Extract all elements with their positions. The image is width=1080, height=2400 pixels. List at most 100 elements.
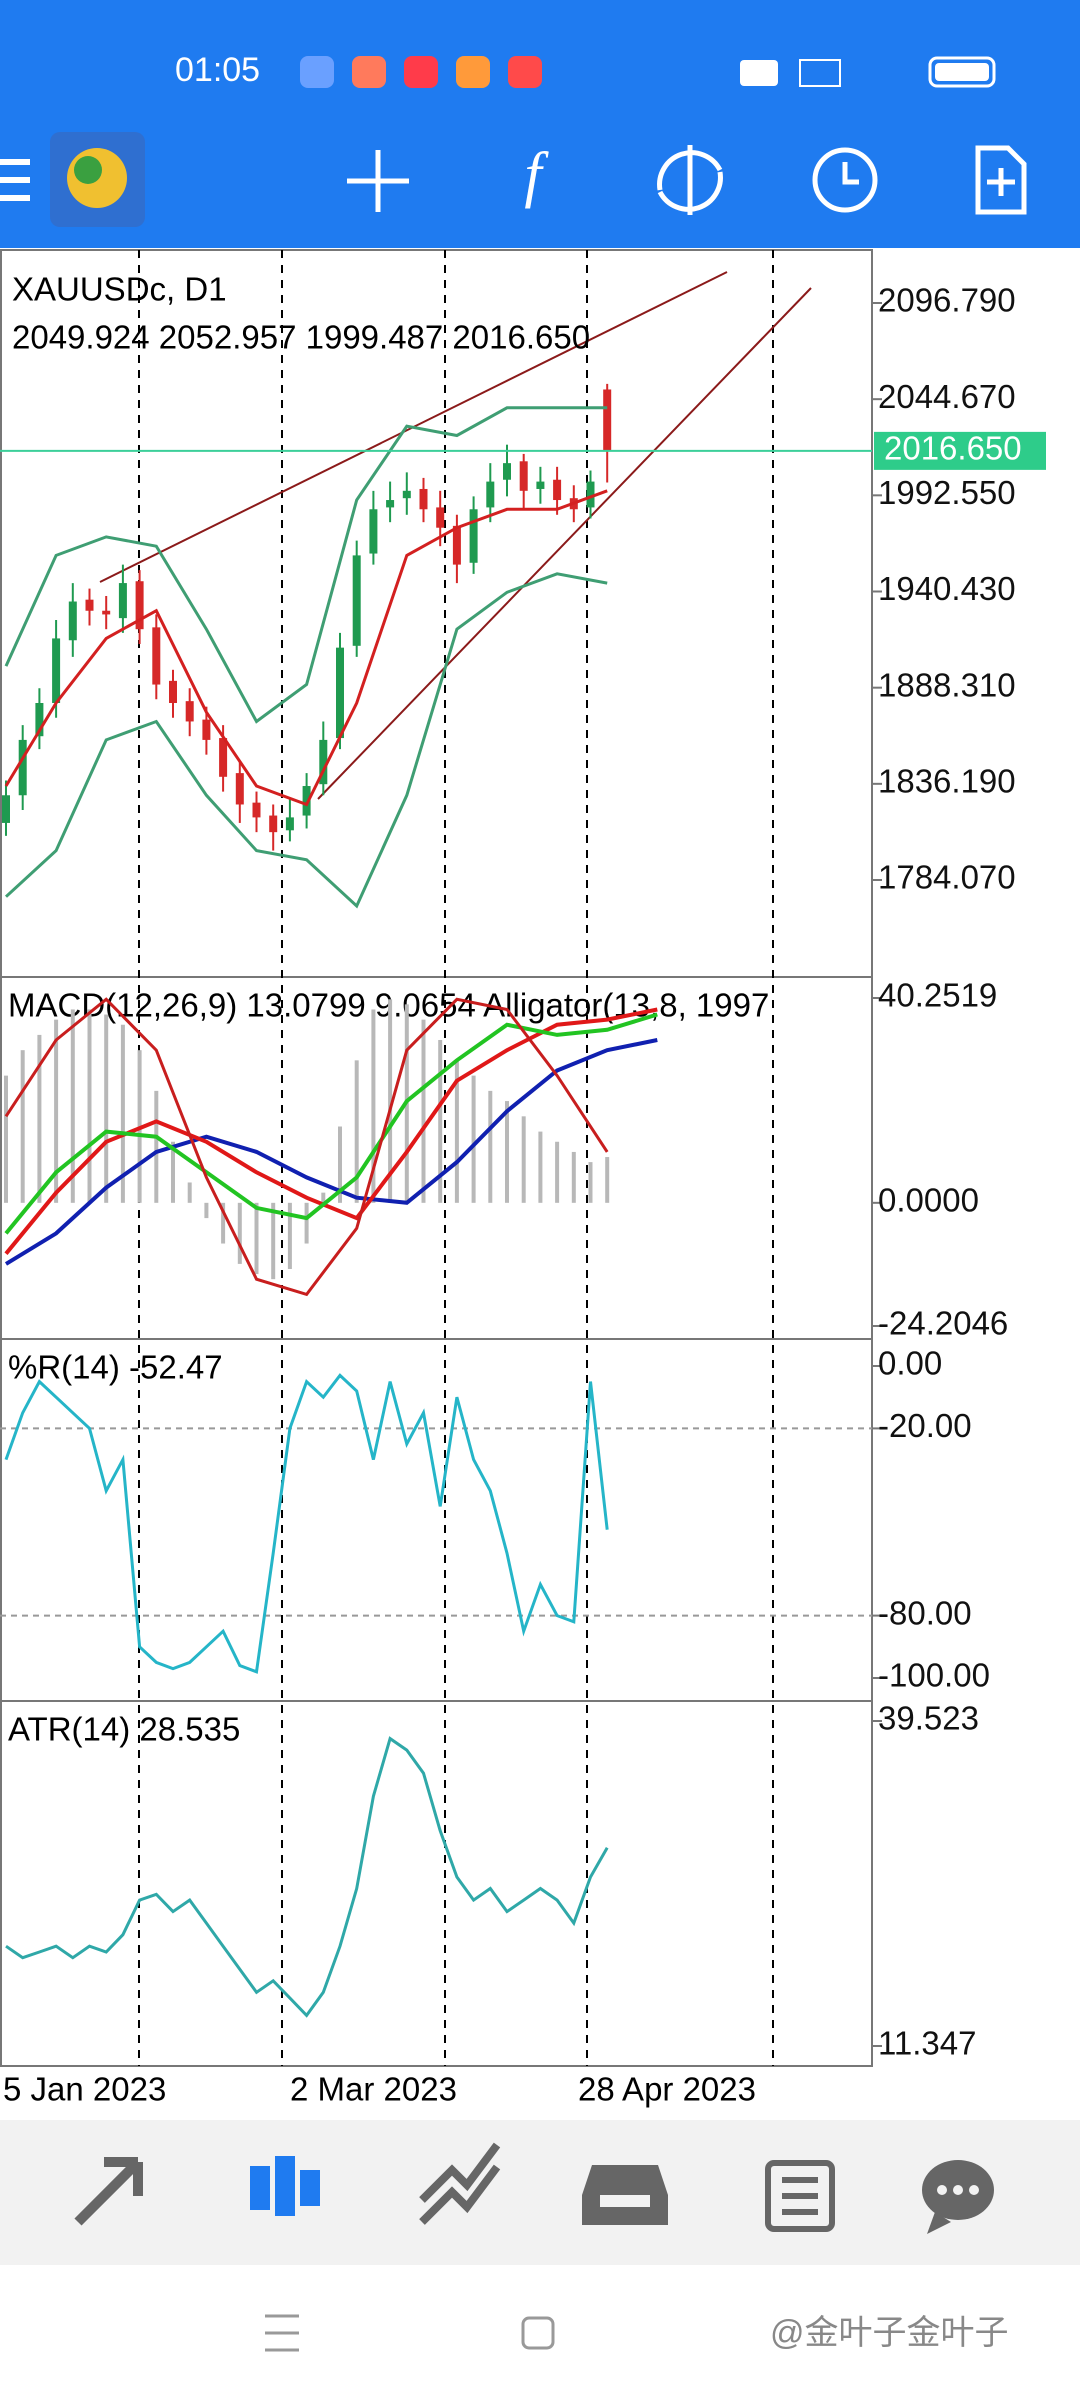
candle-body	[419, 488, 428, 510]
macd-bar	[471, 1075, 476, 1203]
wpr-line	[4, 1373, 609, 1674]
current-price-label: 2016.650	[884, 430, 1022, 467]
macd-bar	[555, 1141, 560, 1203]
candle-body	[302, 786, 311, 816]
macd-signal	[4, 997, 609, 1297]
candle-body	[269, 815, 278, 833]
candle-body	[519, 461, 528, 491]
menu-button[interactable]	[0, 159, 30, 201]
macd-bar	[70, 1009, 75, 1203]
macd-bar	[421, 1019, 426, 1203]
current-price-box	[874, 431, 1046, 470]
macd-bar	[538, 1131, 543, 1203]
candle-body	[135, 581, 144, 630]
status-icons	[300, 56, 996, 88]
candle-body	[436, 507, 445, 528]
macd-bar	[237, 1202, 242, 1264]
period-button[interactable]	[812, 147, 878, 213]
candle-body	[336, 647, 344, 739]
macd-bar	[321, 1192, 326, 1203]
y-tick-label: 1940.430	[878, 570, 1016, 607]
band-line	[4, 406, 608, 724]
symbol-label: XAUUSDc, D1	[12, 271, 227, 308]
menu-key[interactable]	[265, 2314, 299, 2352]
candle-body	[386, 500, 395, 508]
macd-bar	[454, 1060, 459, 1203]
y-tick-label: -100.00	[878, 1657, 990, 1694]
toolbar: f	[0, 132, 1027, 227]
band-line	[4, 572, 608, 909]
candle-body	[369, 509, 378, 554]
y-tick-label: 40.2519	[878, 977, 997, 1014]
macd-bar	[104, 1014, 109, 1203]
watermark: @金叶子金叶子	[770, 2314, 1009, 2352]
candle-body	[118, 583, 127, 619]
date-label: 2 Mar 2023	[290, 2071, 457, 2108]
y-tick-label: 1992.550	[878, 474, 1016, 511]
candle-body	[469, 509, 478, 563]
macd-bar	[521, 1116, 526, 1203]
macd-bar	[54, 1019, 59, 1203]
macd-bar	[4, 1075, 8, 1203]
history-tab[interactable]	[582, 2165, 668, 2225]
macd-bar	[287, 1202, 292, 1269]
template-button[interactable]	[975, 145, 1027, 215]
macd-bar	[154, 1090, 159, 1203]
candle-body	[235, 773, 244, 805]
y-tick-label: 1784.070	[878, 859, 1016, 896]
candle-body	[586, 481, 595, 508]
macd-bar	[204, 1202, 209, 1219]
candle-body	[553, 479, 562, 501]
bottom-nav	[0, 2120, 1080, 2265]
quotes-tab[interactable]	[74, 2157, 143, 2226]
macd-bar	[221, 1202, 226, 1244]
system-nav	[265, 2314, 555, 2352]
macd-bar	[338, 1126, 342, 1203]
y-tick-label: 11.347	[878, 2025, 976, 2062]
candle-body	[603, 389, 612, 451]
candle-body	[202, 719, 211, 740]
atr-label: ATR(14) 28.535	[8, 1711, 240, 1748]
y-tick-label: 1836.190	[878, 763, 1016, 800]
crosshair-button[interactable]	[347, 150, 409, 212]
candle-body	[152, 627, 161, 685]
candle-body	[486, 481, 495, 508]
candle-body	[169, 680, 177, 703]
macd-bar	[571, 1151, 576, 1203]
home-key[interactable]	[521, 2316, 555, 2350]
alligator-line	[4, 1012, 658, 1235]
y-tick-label: 0.0000	[878, 1182, 979, 1219]
macd-bar	[20, 1050, 25, 1203]
chat-tab[interactable]	[922, 2160, 994, 2234]
candle-body	[102, 610, 111, 615]
macd-bar	[438, 1039, 443, 1203]
y-tick-label: 39.523	[878, 1700, 979, 1737]
trade-button[interactable]	[657, 145, 723, 215]
candle-body	[219, 738, 228, 777]
candle-body	[285, 817, 294, 831]
chart-area	[0, 249, 873, 2067]
atr-line	[5, 1736, 609, 2018]
alligator-line	[4, 1007, 658, 1255]
ohlc-label: 2049.924 2052.957 1999.487 2016.650	[12, 319, 590, 356]
alligator-line	[4, 1038, 658, 1266]
candle-body	[185, 701, 194, 722]
candle-body	[2, 795, 10, 823]
trade-tab[interactable]	[419, 2142, 501, 2225]
y-tick-label: 1888.310	[878, 666, 1016, 703]
macd-bar	[354, 1060, 359, 1203]
news-tab[interactable]	[765, 2160, 835, 2232]
candle-body	[52, 638, 61, 703]
macd-bar	[488, 1090, 493, 1203]
band-line	[4, 489, 608, 807]
chart-tab[interactable]	[250, 2156, 320, 2216]
y-tick-label: 0.00	[878, 1345, 942, 1382]
y-tick-label: -80.00	[878, 1594, 972, 1631]
candle-body	[18, 739, 27, 796]
candle-body	[319, 739, 328, 785]
macd-bar	[304, 1202, 309, 1244]
y-tick-label: -20.00	[878, 1407, 972, 1444]
candle-body	[503, 463, 511, 480]
candle-body	[536, 481, 545, 489]
macd-bar	[187, 1182, 192, 1203]
